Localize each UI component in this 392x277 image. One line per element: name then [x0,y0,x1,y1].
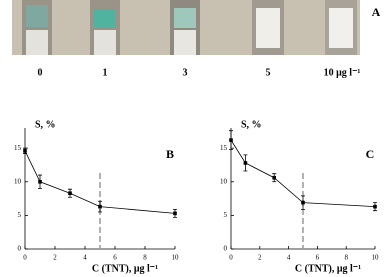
data-point [38,179,42,184]
y-axis-label: S, % [241,119,262,130]
x-axis-label: C (TNT), μg l⁻¹ [295,263,361,274]
data-point [229,138,233,142]
y-tick-label: 5 [224,211,228,219]
x-tick-label: 8 [143,254,147,262]
panel-label: C [366,147,375,161]
data-point [301,200,305,205]
x-tick-label: 10 [372,254,380,262]
x-tick-label: 6 [113,254,117,262]
y-tick-label: 0 [18,245,22,253]
x-tick-label: 2 [258,254,262,262]
x-tick-label: 6 [316,254,320,262]
strip-label: 1 [103,67,108,78]
x-tick-label: 4 [287,254,291,262]
panel-label: A [372,5,381,19]
data-point [373,204,377,209]
data-point [272,175,276,180]
panel-label: B [166,147,174,161]
strip-label: 0 [38,67,43,78]
x-axis-label: C (TNT), μg l⁻¹ [92,263,158,274]
strip-label: 5 [266,67,271,78]
y-tick-label: 10 [220,177,228,185]
data-point [98,204,102,209]
strip-label: 3 [183,67,188,78]
y-tick-label: 10 [14,177,22,185]
data-point [68,191,72,196]
data-point [23,149,27,153]
x-tick-label: 2 [53,254,57,262]
y-tick-label: 5 [18,211,22,219]
x-tick-label: 0 [229,254,233,262]
x-tick-label: 8 [344,254,348,262]
y-tick-label: 15 [220,144,228,152]
x-tick-label: 10 [172,254,180,262]
data-point [173,211,177,216]
y-tick-label: 0 [224,245,228,253]
y-tick-label: 15 [14,144,22,152]
photo-strip [12,0,360,55]
data-point [243,161,248,165]
x-tick-label: 0 [23,254,27,262]
y-axis-label: S, % [35,119,56,130]
strip-label: 10 μg l⁻¹ [324,67,361,78]
x-tick-label: 4 [83,254,87,262]
